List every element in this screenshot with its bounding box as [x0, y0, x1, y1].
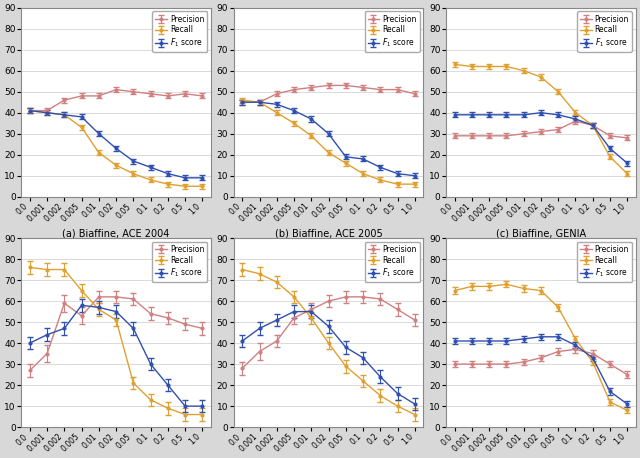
Legend: Precision, Recall, $F_1$ score: Precision, Recall, $F_1$ score — [577, 11, 632, 52]
X-axis label: (b) Biaffine, ACE 2005: (b) Biaffine, ACE 2005 — [275, 229, 383, 239]
Legend: Precision, Recall, $F_1$ score: Precision, Recall, $F_1$ score — [152, 242, 207, 282]
X-axis label: (a) Biaffine, ACE 2004: (a) Biaffine, ACE 2004 — [63, 229, 170, 239]
X-axis label: (c) Biaffine, GENIA: (c) Biaffine, GENIA — [496, 229, 586, 239]
Legend: Precision, Recall, $F_1$ score: Precision, Recall, $F_1$ score — [365, 242, 420, 282]
Legend: Precision, Recall, $F_1$ score: Precision, Recall, $F_1$ score — [365, 11, 420, 52]
Legend: Precision, Recall, $F_1$ score: Precision, Recall, $F_1$ score — [152, 11, 207, 52]
Legend: Precision, Recall, $F_1$ score: Precision, Recall, $F_1$ score — [577, 242, 632, 282]
